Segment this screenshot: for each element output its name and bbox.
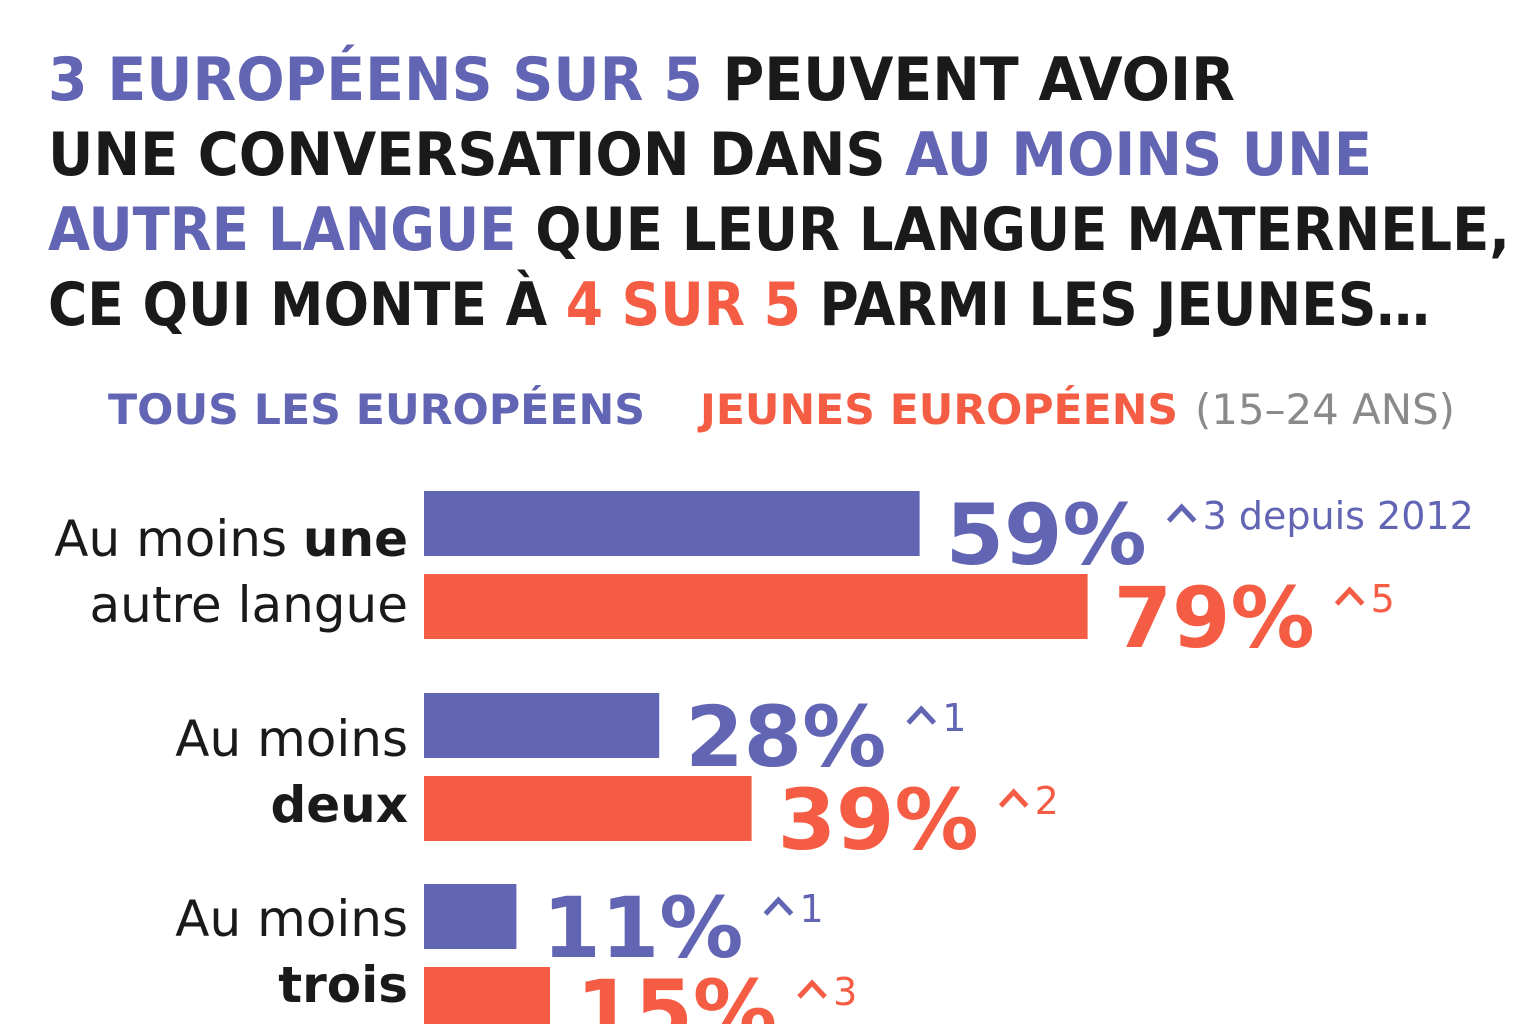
category-label: Au moins xyxy=(175,710,408,768)
change-caret xyxy=(1166,503,1197,523)
change-label: 1 xyxy=(942,696,966,740)
title-segment: 4 SUR 5 xyxy=(566,270,801,340)
title-line: UNE CONVERSATION DANS AU MOINS UNE xyxy=(48,120,1372,190)
title-line: CE QUI MONTE À 4 SUR 5 PARMI LES JEUNES… xyxy=(48,269,1430,340)
value-label: 11% xyxy=(542,879,743,977)
change-label: 1 xyxy=(799,887,823,931)
title-segment: PEUVENT AVOIR xyxy=(703,45,1235,115)
category-segment: trois xyxy=(278,956,408,1014)
category-label: deux xyxy=(270,776,408,834)
category-label: Au moins une xyxy=(54,510,408,568)
category-segment: deux xyxy=(270,776,408,834)
value-label: 39% xyxy=(778,771,979,869)
title-segment: CE QUI MONTE À xyxy=(48,269,566,340)
title-segment: PARMI LES JEUNES… xyxy=(801,270,1430,340)
title-segment: QUE LEUR LANGUE MATERNELE, xyxy=(516,195,1510,265)
category-label: autre langue xyxy=(90,576,408,634)
change-caret xyxy=(797,979,827,999)
title-segment: UNE CONVERSATION DANS xyxy=(48,120,905,190)
change-caret xyxy=(763,896,794,916)
change-label: 2 xyxy=(1035,779,1059,823)
category-segment: autre langue xyxy=(90,576,408,634)
change-label: 3 depuis 2012 xyxy=(1203,494,1474,538)
category-segment: une xyxy=(303,510,408,568)
title-line: 3 EUROPÉENS SUR 5 PEUVENT AVOIR xyxy=(48,43,1235,115)
bar xyxy=(424,574,1088,639)
category-segment: Au moins xyxy=(175,710,408,768)
value-label: 15% xyxy=(576,962,777,1024)
category-label: Au moins xyxy=(175,890,408,948)
legend-note: (15–24 ANS) xyxy=(1195,385,1455,434)
bar xyxy=(424,491,920,556)
title-segment: AUTRE LANGUE xyxy=(48,195,516,265)
bar xyxy=(424,884,517,949)
change-label: 5 xyxy=(1371,577,1395,621)
title-segment: 3 EUROPÉENS SUR 5 xyxy=(48,43,703,115)
category-label: trois xyxy=(278,956,408,1014)
change-caret xyxy=(1334,586,1365,606)
bar xyxy=(424,776,752,841)
bar xyxy=(424,693,660,758)
title-segment: AU MOINS UNE xyxy=(905,120,1372,190)
legend-entry: JEUNES EUROPÉENS xyxy=(697,384,1178,434)
category-segment: Au moins xyxy=(175,890,408,948)
change-caret xyxy=(906,705,937,725)
bar xyxy=(424,967,550,1024)
value-label: 79% xyxy=(1114,569,1315,667)
change-label: 3 xyxy=(833,970,857,1014)
legend-entry: TOUS LES EUROPÉENS xyxy=(108,384,645,434)
change-caret xyxy=(998,788,1029,808)
title-line: AUTRE LANGUE QUE LEUR LANGUE MATERNELE, xyxy=(48,195,1510,265)
value-label: 28% xyxy=(685,688,886,786)
value-label: 59% xyxy=(946,486,1147,584)
category-segment: Au moins xyxy=(54,510,303,568)
